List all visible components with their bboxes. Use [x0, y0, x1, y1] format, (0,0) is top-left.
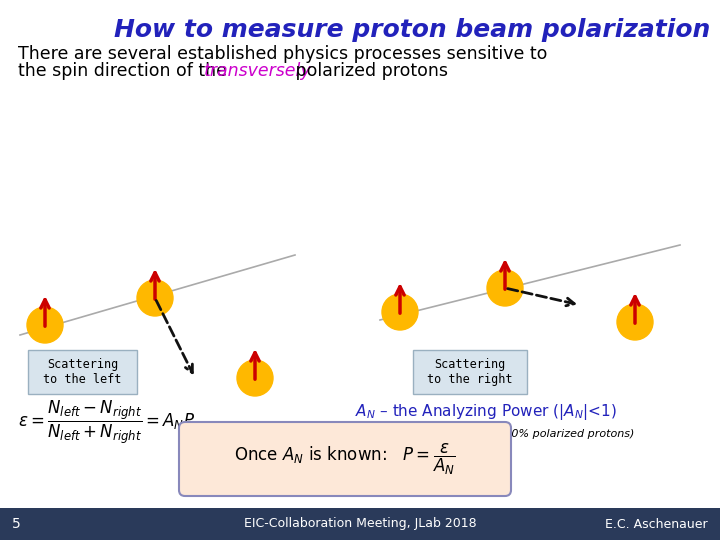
- Text: There are several established physics processes sensitive to: There are several established physics pr…: [18, 45, 547, 63]
- Text: the spin direction of the: the spin direction of the: [18, 62, 233, 80]
- Circle shape: [137, 280, 173, 316]
- Text: transversely: transversely: [204, 62, 312, 80]
- Circle shape: [27, 307, 63, 343]
- Circle shape: [237, 360, 273, 396]
- Text: E.C. Aschenauer: E.C. Aschenauer: [606, 517, 708, 530]
- Text: $A_N$ – the Analyzing Power ($|A_N|$<1): $A_N$ – the Analyzing Power ($|A_N|$<1): [355, 402, 616, 422]
- Text: Once $A_N$ is known:   $P = \dfrac{\varepsilon}{A_N}$: Once $A_N$ is known: $P = \dfrac{\vareps…: [234, 441, 456, 477]
- FancyBboxPatch shape: [413, 350, 527, 394]
- FancyBboxPatch shape: [179, 422, 511, 496]
- Text: $\varepsilon = \dfrac{N_{left} - N_{right}}{N_{left} + N_{right}} = A_N P$: $\varepsilon = \dfrac{N_{left} - N_{righ…: [18, 399, 195, 445]
- Text: Scattering
to the right: Scattering to the right: [427, 358, 513, 386]
- Circle shape: [487, 270, 523, 306]
- Text: EIC-Collaboration Meeting, JLab 2018: EIC-Collaboration Meeting, JLab 2018: [243, 517, 477, 530]
- Text: (left-right asymmetry for 100% polarized protons): (left-right asymmetry for 100% polarized…: [355, 429, 634, 439]
- Bar: [0, 508, 720, 540]
- Text: 5: 5: [12, 517, 21, 531]
- Circle shape: [382, 294, 418, 330]
- FancyBboxPatch shape: [28, 350, 137, 394]
- Text: polarized protons: polarized protons: [289, 62, 448, 80]
- Text: Scattering
to the left: Scattering to the left: [43, 358, 122, 386]
- Circle shape: [617, 304, 653, 340]
- Text: How to measure proton beam polarization: How to measure proton beam polarization: [114, 18, 710, 42]
